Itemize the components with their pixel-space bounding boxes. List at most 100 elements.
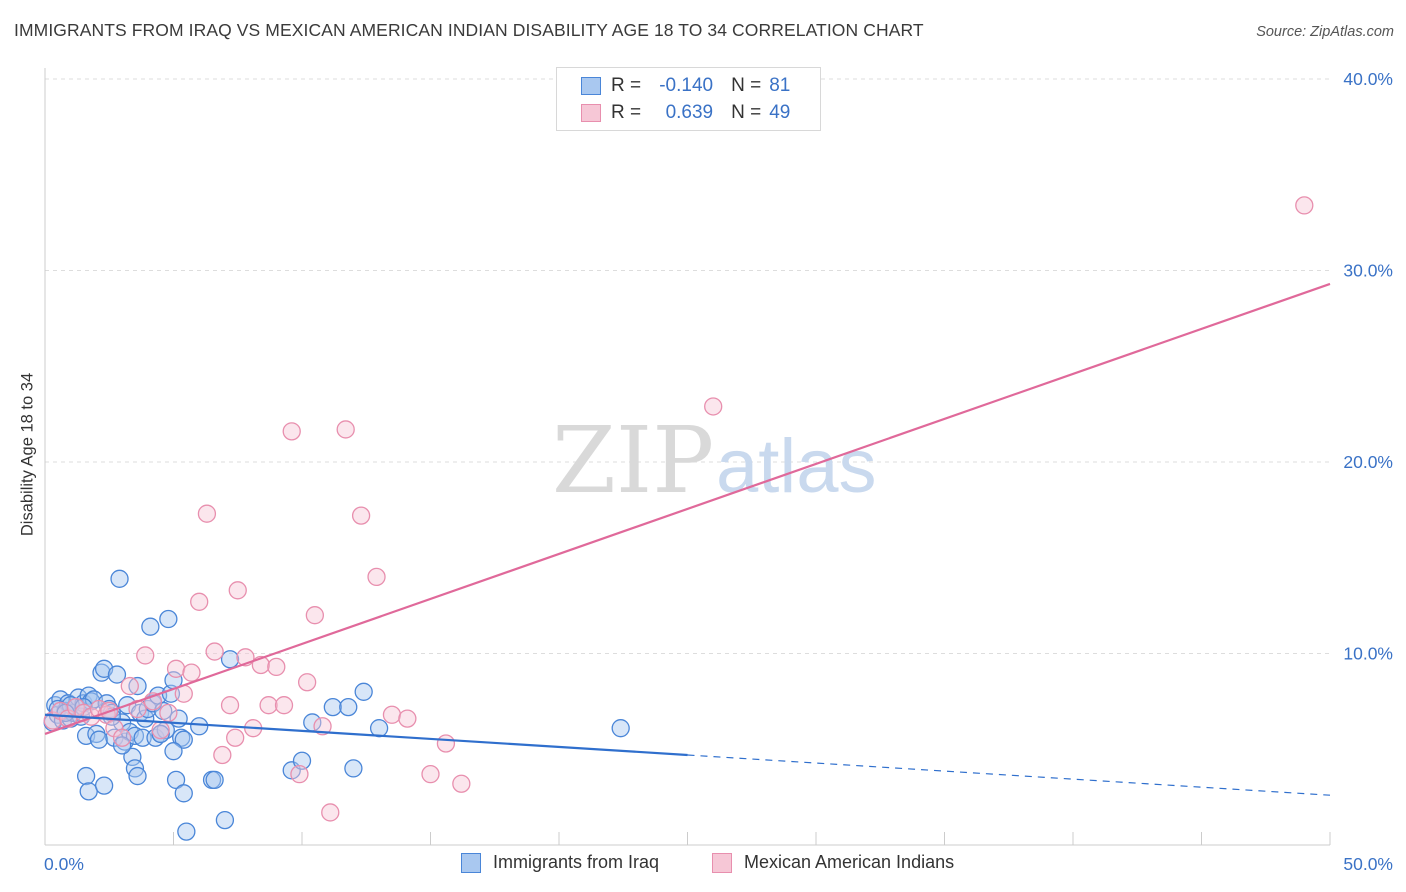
data-point-immigrants-from-iraq bbox=[369, 719, 389, 738]
data-point-immigrants-from-iraq bbox=[76, 766, 96, 786]
data-point-mexican-american-indians bbox=[228, 581, 247, 600]
data-point-immigrants-from-iraq bbox=[215, 810, 235, 830]
data-point-mexican-american-indians bbox=[190, 592, 209, 611]
data-point-immigrants-from-iraq bbox=[344, 759, 363, 778]
data-point-mexican-american-indians bbox=[182, 663, 201, 682]
watermark-atlas: atlas bbox=[716, 424, 877, 509]
x-tick-label: 0.0% bbox=[44, 854, 84, 874]
data-point-mexican-american-indians bbox=[436, 734, 456, 753]
y-tick-label: 40.0% bbox=[1343, 69, 1393, 89]
data-point-mexican-american-indians bbox=[166, 659, 186, 678]
data-point-mexican-american-indians bbox=[336, 420, 355, 439]
data-point-mexican-american-indians bbox=[305, 606, 325, 625]
data-point-mexican-american-indians bbox=[313, 717, 332, 736]
legend-r-label: R = bbox=[611, 102, 642, 123]
chart-title: IMMIGRANTS FROM IRAQ VS MEXICAN AMERICAN… bbox=[14, 20, 924, 40]
bottom-legend-swatch-blue bbox=[461, 852, 481, 873]
source-credit: Source: ZipAtlas.com bbox=[1256, 24, 1394, 40]
data-point-immigrants-from-iraq bbox=[339, 697, 358, 717]
trendline-immigrants-from-iraq-extrapolated bbox=[687, 754, 1331, 796]
data-point-immigrants-from-iraq bbox=[79, 782, 98, 801]
data-point-mexican-american-indians bbox=[159, 703, 178, 723]
trend-lines bbox=[44, 282, 1331, 796]
data-point-immigrants-from-iraq bbox=[128, 766, 147, 786]
legend-n-value: 49 bbox=[769, 102, 791, 123]
data-point-mexican-american-indians bbox=[704, 397, 723, 416]
data-point-mexican-american-indians bbox=[398, 709, 417, 728]
data-point-immigrants-from-iraq bbox=[190, 717, 209, 736]
data-point-immigrants-from-iraq bbox=[112, 736, 132, 755]
data-point-immigrants-from-iraq bbox=[323, 697, 342, 717]
watermark-zip: ZIP bbox=[552, 407, 714, 514]
data-point-immigrants-from-iraq bbox=[89, 730, 109, 749]
data-point-mexican-american-indians bbox=[282, 422, 301, 441]
data-point-immigrants-from-iraq bbox=[292, 751, 312, 770]
tick-labels: 10.0% 20.0% 30.0% 40.0% 0.0% 50.0% bbox=[44, 69, 1393, 874]
bottom-legend-iraq[interactable]: Immigrants from Iraq bbox=[461, 852, 659, 873]
data-point-immigrants-from-iraq bbox=[220, 650, 240, 669]
data-point-mexican-american-indians bbox=[213, 745, 232, 765]
legend-r-value: 0.639 bbox=[665, 102, 714, 123]
bottom-legend-label-iraq: Immigrants from Iraq bbox=[493, 852, 660, 872]
legend-n-value: 81 bbox=[769, 75, 791, 96]
data-point-mexican-american-indians bbox=[452, 774, 471, 793]
trendline-mexican-american-indians bbox=[44, 282, 1331, 735]
data-point-mexican-american-indians bbox=[205, 642, 224, 661]
data-point-immigrants-from-iraq bbox=[107, 665, 127, 684]
trendline-immigrants-from-iraq bbox=[44, 713, 688, 757]
data-point-immigrants-from-iraq bbox=[141, 617, 160, 636]
data-point-immigrants-from-iraq bbox=[74, 697, 93, 717]
bottom-legend-mexican[interactable]: Mexican American Indians bbox=[712, 852, 954, 873]
y-tick-label: 10.0% bbox=[1343, 644, 1393, 664]
legend-swatch-pink bbox=[581, 104, 601, 122]
data-point-immigrants-from-iraq bbox=[177, 822, 196, 841]
data-point-mexican-american-indians bbox=[259, 696, 278, 715]
data-point-mexican-american-indians bbox=[151, 720, 170, 740]
legend-swatch-blue bbox=[581, 77, 601, 95]
y-tick-label: 20.0% bbox=[1343, 452, 1393, 472]
data-point-immigrants-from-iraq bbox=[94, 776, 114, 795]
data-point-mexican-american-indians bbox=[367, 567, 386, 587]
data-point-mexican-american-indians bbox=[197, 504, 217, 523]
data-point-mexican-american-indians bbox=[220, 696, 240, 715]
data-point-mexican-american-indians bbox=[421, 764, 440, 784]
data-point-mexican-american-indians bbox=[290, 764, 309, 784]
grid bbox=[45, 78, 1330, 654]
data-point-immigrants-from-iraq bbox=[123, 747, 142, 767]
data-point-mexican-american-indians bbox=[112, 728, 132, 747]
data-point-immigrants-from-iraq bbox=[174, 784, 193, 803]
data-point-immigrants-from-iraq bbox=[611, 719, 630, 738]
legend-r-value: -0.140 bbox=[659, 75, 714, 96]
stats-legend: R = -0.140 N = 81 R = 0.639 N = 49 bbox=[556, 67, 821, 131]
legend-n-label: N = bbox=[731, 102, 762, 123]
data-point-immigrants-from-iraq bbox=[159, 609, 178, 629]
legend-row-mexican: R = 0.639 N = 49 bbox=[581, 101, 790, 125]
data-point-mexican-american-indians bbox=[226, 728, 245, 747]
legend-row-iraq: R = -0.140 N = 81 bbox=[581, 74, 790, 98]
data-point-mexican-american-indians bbox=[274, 696, 294, 715]
data-point-mexican-american-indians bbox=[136, 646, 155, 665]
bottom-legend-label-mexican: Mexican American Indians bbox=[744, 852, 955, 872]
data-point-immigrants-from-iraq bbox=[164, 742, 183, 761]
data-point-mexican-american-indians bbox=[267, 657, 286, 677]
y-tick-label: 30.0% bbox=[1343, 261, 1393, 281]
data-point-mexican-american-indians bbox=[351, 506, 371, 525]
data-point-mexican-american-indians bbox=[1295, 196, 1314, 215]
data-point-mexican-american-indians bbox=[120, 676, 139, 696]
data-point-immigrants-from-iraq bbox=[205, 770, 224, 790]
data-point-mexican-american-indians bbox=[321, 803, 340, 822]
data-point-immigrants-from-iraq bbox=[110, 569, 129, 588]
data-point-immigrants-from-iraq bbox=[174, 730, 193, 749]
legend-r-label: R = bbox=[611, 75, 642, 96]
y-axis-label: Disability Age 18 to 34 bbox=[18, 372, 37, 537]
data-point-immigrants-from-iraq bbox=[133, 728, 152, 747]
data-point-immigrants-from-iraq bbox=[128, 676, 147, 696]
data-point-mexican-american-indians bbox=[297, 673, 317, 692]
x-tick-label: 50.0% bbox=[1343, 854, 1393, 874]
data-point-immigrants-from-iraq bbox=[354, 682, 373, 701]
bottom-legend-swatch-pink bbox=[712, 852, 732, 873]
legend-n-label: N = bbox=[731, 75, 762, 96]
watermark: ZIP atlas bbox=[552, 407, 877, 514]
data-point-mexican-american-indians bbox=[382, 705, 402, 724]
